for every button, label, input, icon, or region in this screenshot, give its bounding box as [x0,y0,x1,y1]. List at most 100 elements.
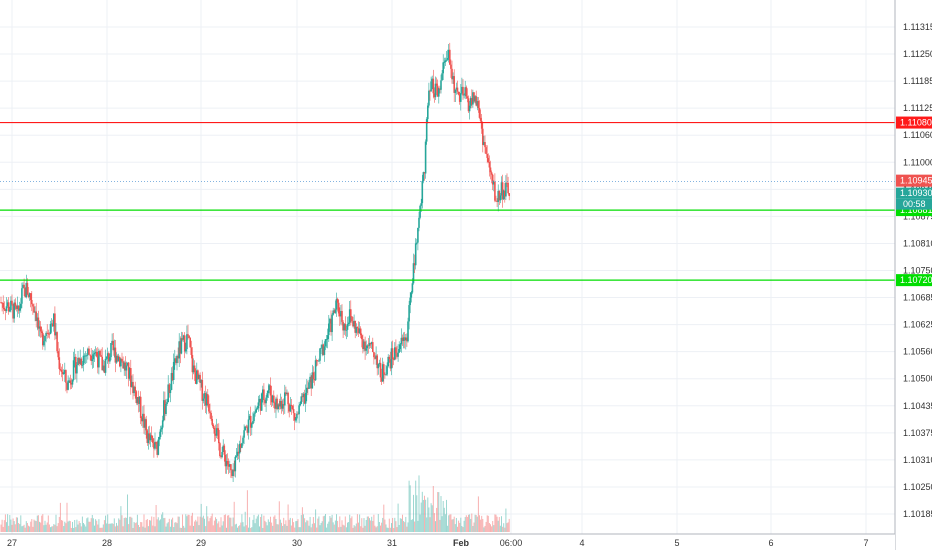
level-price-badge [896,116,932,129]
candle-body [10,300,12,311]
volume-bar [486,515,488,532]
volume-bar [487,515,489,532]
volume-bar [207,516,209,532]
candle-body [286,392,288,395]
price-tick-label: 1.10185 [903,509,932,519]
volume-bar [416,495,418,532]
volume-bar [103,520,105,532]
horizontal-levels[interactable] [0,121,895,281]
volume-bar [8,525,10,532]
volume-bar [97,524,99,532]
candle-body [504,190,506,197]
candle-body [446,58,449,60]
volume-bar [490,524,491,532]
candle-body [59,368,62,370]
volume-bar [461,525,463,532]
volume-bar [77,524,79,532]
candle-body [343,323,345,331]
candle-body [5,306,8,312]
volume-bar [317,518,319,532]
volume-bar [339,516,341,532]
volume-bar [278,501,280,532]
candle-body [1,302,3,304]
volume-bar [158,520,160,532]
candle-body [17,305,20,311]
candle-body [454,89,457,93]
candle-body [348,309,351,323]
candle-body [11,300,13,305]
candle-body [299,403,301,406]
volume-bar [124,517,126,532]
time-axis-panel[interactable] [0,534,895,550]
time-tick-label: 06:00 [500,538,523,548]
volume-bar [284,524,286,532]
volume-bar [240,522,242,532]
candle-body [188,335,190,339]
candle-body [432,78,435,94]
candle-body [187,334,189,336]
volume-bar [0,524,2,532]
candle-body [98,350,100,368]
volume-bar [281,522,282,532]
candle-body [80,358,83,366]
price-tick-label: 1.10685 [903,293,932,303]
volume-bar [386,527,388,532]
candle-body [440,80,442,90]
time-tick-label: 31 [387,538,397,548]
candle-body [176,355,178,364]
candle-body [65,370,67,383]
volume-bar [433,513,435,532]
candle-body [254,412,256,414]
candle-body [183,335,186,352]
candle-body [256,408,259,410]
candle-body [386,366,388,375]
candle-body [13,302,15,319]
candle-body [497,190,499,202]
volume-bar [139,527,141,532]
volume-bar [229,517,231,532]
volume-bar [446,499,447,532]
candle-body [210,412,212,419]
volume-bar [420,502,422,532]
volume-bar [32,526,34,532]
current-price-badge [896,174,932,187]
volume-bar [95,519,97,532]
candle-body [501,182,504,200]
volume-bar [286,525,288,532]
candle-body [312,372,315,380]
volume-bar [2,526,4,532]
volume-bar [276,524,278,532]
candle-body [486,153,488,158]
volume-bar [417,520,419,532]
volume-bar [113,518,115,532]
volume-bar [454,524,456,532]
volume-bar [321,521,323,532]
volume-bar [106,523,108,532]
volume-bar [354,526,356,532]
volume-bar [448,515,450,532]
candle-body [161,420,164,428]
candle-body [370,342,373,345]
candle-body [200,380,202,383]
candle-body [302,393,305,398]
candle-body [47,332,50,334]
candle-body [232,469,234,476]
candle-body [296,413,298,419]
level-price-label: 1.11080 [900,118,932,128]
candle-body [387,356,389,367]
volume-bar [195,519,197,532]
candle-body [164,400,166,414]
volume-bar [83,522,84,532]
candle-body [209,411,211,413]
candle-body [463,94,465,96]
candle-body [369,342,372,345]
candle-body [445,59,448,61]
candle-body [443,62,446,63]
candle-body [189,338,191,348]
candle-body [69,380,72,384]
volume-bar [493,525,495,532]
candle-body [467,98,470,112]
candle-body [214,433,217,436]
